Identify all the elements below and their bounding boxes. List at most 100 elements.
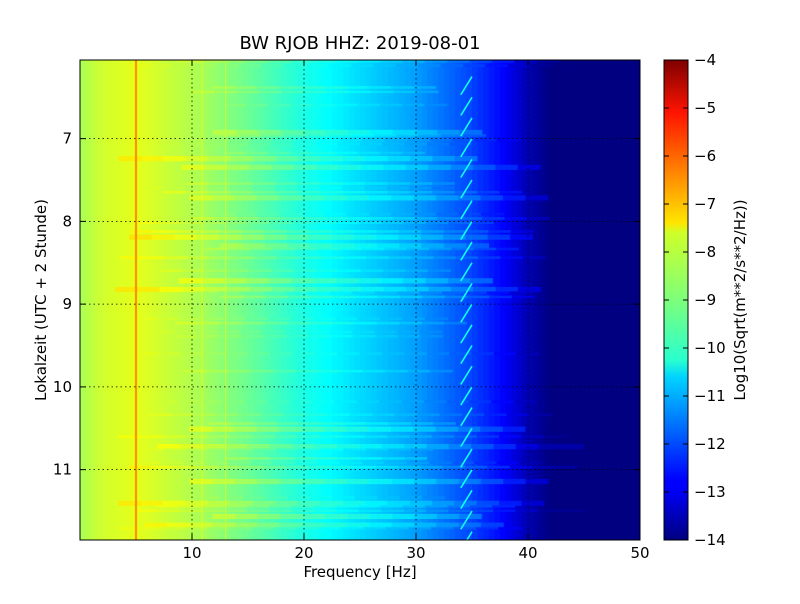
spectrogram-band — [257, 217, 281, 220]
spectrogram-column — [231, 60, 238, 540]
spectrogram-band — [436, 513, 460, 520]
spectrogram-band — [428, 247, 452, 251]
spectrogram-band — [298, 422, 322, 425]
spectrogram-band — [185, 500, 209, 506]
spectrogram-band — [181, 269, 205, 273]
spectrogram-band — [364, 156, 388, 162]
spectrogram-band — [324, 212, 348, 216]
spectrogram-band — [157, 444, 181, 450]
spectrogram-band — [201, 509, 225, 513]
spectrogram-band — [337, 142, 361, 146]
spectrogram-band — [307, 291, 331, 294]
spectrogram-band — [357, 317, 381, 321]
spectrogram-band — [414, 129, 438, 136]
spectrogram-band — [230, 182, 254, 185]
spectrogram-band — [327, 413, 351, 417]
spectrogram-band — [509, 465, 533, 469]
spectrogram-band — [240, 465, 264, 469]
spectrogram-band — [175, 321, 199, 325]
spectrogram-band — [253, 422, 277, 425]
spectrogram-band — [346, 522, 370, 528]
spectrogram-band — [376, 321, 400, 325]
spectrogram-column — [505, 60, 512, 540]
spectrogram-band — [247, 352, 271, 355]
spectrogram-band — [200, 278, 224, 284]
colorbar-tick-label: −10 — [694, 339, 726, 357]
spectrogram-band — [173, 465, 197, 469]
spectrogram-band — [416, 413, 440, 417]
spectrogram-band — [351, 64, 375, 67]
spectrogram-column — [438, 60, 445, 540]
spectrogram-band — [418, 134, 442, 137]
spectrogram-band — [368, 478, 392, 485]
spectrogram-band — [476, 190, 500, 194]
spectrogram-band — [280, 129, 304, 136]
spectrogram-band — [362, 369, 386, 373]
spectrogram-band — [409, 435, 433, 438]
spectrogram-band — [258, 90, 282, 94]
spectrogram-band — [362, 461, 386, 465]
spectrogram-column — [365, 60, 372, 540]
drifting-line — [460, 241, 473, 261]
spectrogram-band — [320, 190, 344, 194]
spectrogram-band — [189, 478, 213, 485]
spectrogram-band — [384, 461, 408, 465]
spectrogram-band — [439, 413, 463, 417]
spectrogram-band — [435, 522, 459, 528]
spectrogram-band — [403, 444, 427, 450]
spectrogram-band — [307, 330, 331, 334]
spectrogram-column — [460, 60, 467, 540]
spectrogram-band — [262, 330, 286, 334]
spectrogram-column — [136, 60, 143, 540]
spectrogram-band — [204, 286, 228, 293]
spectrogram-band — [272, 461, 296, 465]
spectrogram-band — [219, 243, 243, 249]
spectrogram-band — [525, 478, 549, 485]
y-tick-label: 11 — [53, 461, 72, 479]
spectrogram-band — [496, 247, 520, 251]
spectrogram-band — [466, 295, 490, 299]
spectrogram-band — [236, 90, 260, 94]
spectrogram-band — [265, 295, 289, 299]
spectrogram-band — [179, 509, 203, 513]
spectrogram-columns — [80, 60, 640, 540]
spectrogram-band — [431, 186, 455, 190]
spectrogram-column — [354, 60, 361, 540]
spectrogram-column — [399, 60, 406, 540]
spectrogram-band — [323, 426, 347, 432]
spectrogram-band — [245, 317, 269, 321]
spectrogram-band — [319, 186, 343, 190]
spectrogram-band — [454, 500, 478, 506]
spectrogram-column — [225, 60, 232, 540]
spectrogram-band — [289, 400, 313, 403]
spectrogram-band — [457, 195, 481, 201]
spectrogram-band — [359, 457, 383, 460]
spectrogram-band — [177, 400, 201, 403]
spectrogram-band — [301, 195, 325, 201]
spectrogram-band — [391, 513, 415, 520]
spectrogram-column — [264, 60, 271, 540]
spectrogram-column — [572, 60, 579, 540]
spectrogram-band — [233, 426, 257, 432]
spectrogram-band — [283, 64, 307, 67]
spectrogram-band — [269, 444, 293, 450]
spectrogram-column — [113, 60, 120, 540]
spectrogram-column — [80, 60, 87, 540]
spectrogram-band — [293, 286, 317, 293]
spectrogram-band — [335, 317, 359, 321]
spectrogram-band — [353, 243, 377, 249]
spectrogram-band — [358, 221, 382, 225]
spectrogram-band — [480, 426, 504, 432]
spectrogram-band — [252, 182, 276, 185]
spectrogram-band — [442, 234, 466, 240]
spectrogram-band — [223, 278, 247, 284]
spectrogram-band — [293, 164, 317, 170]
spectrogram-band — [397, 334, 421, 338]
spectrogram-band — [377, 496, 401, 499]
spectrogram-band — [341, 435, 365, 438]
spectrogram-band — [134, 509, 158, 513]
spectrogram-band — [381, 444, 405, 450]
spectrogram-band — [487, 465, 511, 469]
spectrogram-band — [415, 90, 439, 94]
spectrogram-column — [332, 60, 339, 540]
